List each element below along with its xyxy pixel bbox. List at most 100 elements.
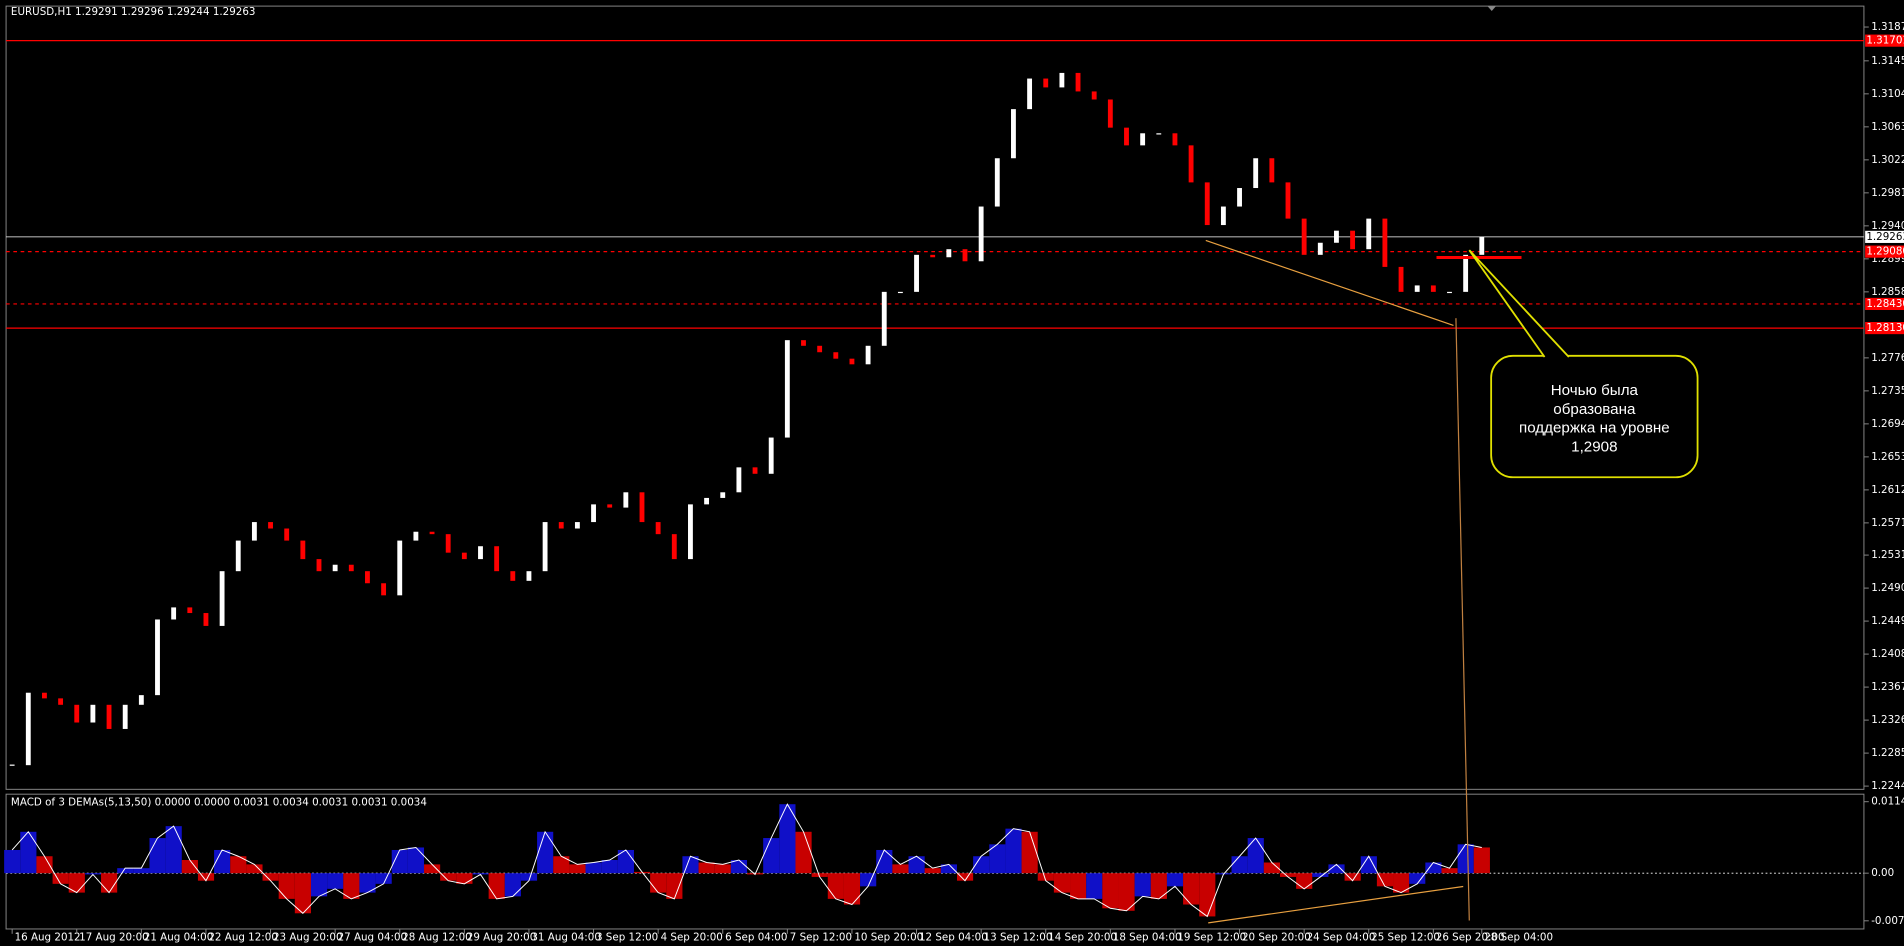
candle bbox=[316, 559, 322, 572]
y-tick-label: -0.0076 bbox=[1871, 915, 1904, 927]
candle bbox=[90, 704, 96, 723]
candle bbox=[1479, 236, 1485, 255]
macd-bar bbox=[1005, 828, 1022, 874]
candle bbox=[1091, 91, 1097, 100]
macd-bar bbox=[36, 856, 53, 874]
x-tick-label: 6 Sep 04:00 bbox=[725, 931, 787, 943]
candle bbox=[74, 704, 80, 723]
macd-bar bbox=[1344, 873, 1361, 881]
macd-bar bbox=[1312, 873, 1329, 877]
candle bbox=[122, 704, 128, 729]
macd-bar bbox=[1263, 862, 1280, 874]
candle bbox=[365, 571, 370, 584]
macd-bar bbox=[1021, 831, 1038, 874]
candle bbox=[1253, 158, 1259, 189]
macd-bar bbox=[20, 831, 37, 874]
candle bbox=[655, 522, 661, 535]
candle bbox=[897, 291, 903, 294]
candle bbox=[171, 607, 177, 620]
trend-line bbox=[1205, 239, 1454, 327]
macd-bar bbox=[520, 873, 538, 881]
candle bbox=[1027, 78, 1033, 110]
candle bbox=[106, 704, 112, 729]
macd-bar bbox=[149, 838, 166, 874]
macd-bar bbox=[327, 873, 344, 889]
candle bbox=[397, 540, 403, 596]
x-tick-label: 24 Sep 04:00 bbox=[1307, 931, 1376, 943]
macd-bar bbox=[1231, 856, 1248, 874]
macd-bar bbox=[1053, 873, 1071, 893]
y-tick-label: 1.25710 bbox=[1871, 517, 1904, 529]
macd-bar bbox=[133, 868, 150, 874]
candle bbox=[1204, 182, 1210, 226]
macd-bar bbox=[698, 862, 715, 874]
y-tick-label: 1.22440 bbox=[1871, 780, 1904, 792]
y-tick-label: 1.29400 bbox=[1871, 220, 1904, 232]
macd-bar bbox=[294, 873, 311, 914]
macd-bar bbox=[117, 868, 134, 874]
x-tick-label: 29 Aug 20:00 bbox=[467, 931, 537, 943]
callout-line: Ночью была bbox=[1551, 382, 1639, 399]
macd-bar bbox=[553, 856, 570, 874]
candle bbox=[413, 531, 419, 541]
macd-bar bbox=[197, 873, 215, 881]
candle bbox=[1188, 145, 1194, 183]
x-tick-label: 3 Sep 12:00 bbox=[596, 931, 658, 943]
y-tick-label: 0.0114 bbox=[1871, 796, 1904, 808]
macd-bar bbox=[1328, 864, 1345, 874]
x-tick-label: 20 Sep 20:00 bbox=[1242, 931, 1311, 943]
candle bbox=[1075, 72, 1081, 92]
macd-bar bbox=[811, 873, 828, 877]
candle bbox=[865, 345, 871, 365]
macd-bar bbox=[1037, 873, 1054, 881]
candle bbox=[1463, 254, 1469, 292]
trend-line bbox=[1208, 885, 1464, 924]
candle bbox=[510, 571, 516, 581]
y-tick-label: 1.31450 bbox=[1871, 55, 1904, 67]
candle bbox=[300, 540, 306, 560]
macd-bar bbox=[569, 864, 586, 874]
macd-bar bbox=[343, 873, 360, 899]
candle bbox=[1107, 99, 1113, 128]
candle bbox=[623, 492, 629, 508]
macd-bar bbox=[4, 849, 21, 874]
macd-bar bbox=[666, 873, 683, 899]
macd-bar bbox=[1070, 873, 1087, 899]
candle bbox=[25, 692, 31, 766]
candle bbox=[1269, 158, 1275, 183]
level-label: 1.28130 bbox=[1866, 322, 1904, 334]
y-tick-label: 1.23670 bbox=[1871, 681, 1904, 693]
x-tick-label: 14 Sep 20:00 bbox=[1048, 931, 1117, 943]
macd-bar bbox=[973, 856, 990, 874]
macd-bar bbox=[310, 873, 328, 897]
candle bbox=[1350, 230, 1356, 250]
macd-bar bbox=[924, 868, 941, 874]
x-tick-label: 18 Sep 04:00 bbox=[1113, 931, 1182, 943]
callout-line: образована bbox=[1553, 401, 1636, 418]
candle bbox=[219, 571, 225, 626]
callout-text: Ночью была образована поддержка на уровне 1… bbox=[1519, 382, 1670, 455]
macd-bar bbox=[1393, 873, 1410, 893]
candle bbox=[1317, 242, 1323, 255]
y-tick-label: 1.27350 bbox=[1871, 385, 1904, 397]
candle bbox=[1382, 218, 1388, 267]
candle bbox=[155, 619, 160, 696]
macd-bar bbox=[181, 860, 198, 874]
candle bbox=[445, 534, 451, 553]
y-tick-label: 1.22850 bbox=[1871, 747, 1904, 759]
candle bbox=[284, 528, 290, 541]
macd-bar bbox=[424, 864, 441, 874]
candle bbox=[332, 564, 338, 572]
candle bbox=[1059, 72, 1065, 88]
macd-bar bbox=[860, 873, 877, 887]
y-tick-label: 1.30630 bbox=[1871, 121, 1904, 133]
candle bbox=[58, 698, 64, 705]
macd-bar bbox=[456, 873, 473, 884]
y-tick-label: 1.24490 bbox=[1871, 615, 1904, 627]
macd-bar bbox=[1086, 873, 1103, 899]
macd-bar bbox=[375, 873, 392, 884]
y-tick-label: 1.30220 bbox=[1871, 154, 1904, 166]
macd-bar bbox=[1102, 873, 1119, 909]
candle bbox=[138, 695, 144, 705]
candle bbox=[1140, 133, 1146, 146]
